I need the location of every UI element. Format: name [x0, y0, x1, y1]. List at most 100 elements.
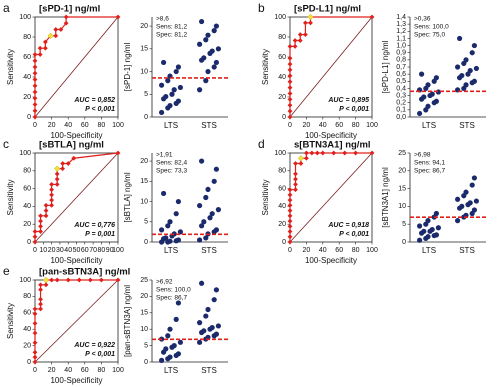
data-point: [211, 297, 217, 303]
data-point: [163, 93, 169, 100]
roc-point: [32, 102, 38, 107]
y-tick-label: 60: [278, 54, 286, 61]
panel-letter: a: [3, 1, 10, 15]
x-tick-label: STS: [201, 246, 217, 255]
data-point: [425, 218, 431, 224]
y-tick-label: 1,3: [396, 21, 406, 28]
cutoff-point: [54, 165, 61, 172]
stats-text: AUC = 0,895: [327, 97, 369, 104]
y-axis-label: [sBTLA] ng/ml: [123, 172, 132, 222]
x-tick-label: 60: [81, 247, 89, 254]
data-point: [433, 98, 439, 104]
data-point: [159, 82, 165, 88]
data-point: [417, 237, 423, 243]
reference-diagonal: [34, 16, 119, 118]
x-axis-label: 100-Specificity: [305, 256, 357, 265]
data-point: [159, 227, 165, 233]
roc-point: [320, 150, 326, 156]
roc-point: [302, 20, 308, 26]
y-tick-label: 0: [282, 239, 286, 246]
roc-point: [32, 359, 38, 365]
y-tick-label: 100: [19, 277, 31, 284]
data-point: [455, 196, 461, 202]
data-point: [205, 32, 211, 38]
roc-point: [38, 306, 44, 312]
y-tick-label: 10: [140, 326, 148, 333]
data-point: [161, 59, 167, 66]
stats-text: Spec: 81,2: [156, 32, 187, 39]
roc-point: [32, 229, 38, 234]
cutoff-label: >6,98: [414, 152, 431, 159]
data-point: [199, 223, 205, 229]
roc-point: [38, 229, 44, 234]
roc-point: [63, 14, 69, 20]
data-point: [417, 223, 423, 229]
data-point: [197, 202, 203, 209]
roc-point: [32, 114, 38, 120]
data-point: [165, 78, 171, 84]
roc-point: [297, 32, 303, 38]
roc-point: [115, 277, 121, 283]
data-point: [213, 287, 219, 293]
y-axis-label: [sPD-1] ng/ml: [123, 43, 132, 92]
roc-point: [54, 181, 60, 187]
y-axis-label: Sensitivity: [6, 179, 15, 215]
data-point: [167, 219, 173, 225]
x-tick-label: STS: [201, 121, 217, 130]
roc-point: [38, 213, 44, 219]
y-tick-label: 0,4: [396, 85, 406, 92]
roc-point: [287, 197, 293, 203]
roc-point: [287, 79, 293, 85]
roc-point: [115, 150, 121, 156]
data-point: [171, 231, 177, 237]
stats-text: P < 0,001: [339, 231, 369, 238]
roc-point: [287, 187, 293, 193]
x-tick-label: 100: [366, 247, 378, 254]
x-tick-label: 100: [366, 122, 378, 129]
roc-point: [287, 229, 293, 234]
data-point: [425, 234, 431, 240]
data-point: [175, 64, 181, 70]
roc-point: [287, 239, 293, 245]
x-tick-label: 60: [81, 367, 89, 374]
cutoff-point: [307, 13, 314, 21]
roc-point: [37, 45, 43, 51]
roc-point: [49, 277, 55, 283]
y-tick-label: 0,7: [396, 64, 406, 71]
roc-point: [32, 306, 38, 312]
roc-point: [287, 223, 293, 229]
y-tick-label: 20: [23, 221, 31, 228]
y-tick-label: 10: [140, 198, 148, 205]
stats-text: Spec: 75,0: [414, 32, 445, 39]
roc-point: [308, 20, 313, 26]
x-tick-label: 0: [33, 247, 37, 254]
y-tick-label: 100: [274, 150, 286, 157]
stats-text: Spec: 86,7: [414, 168, 445, 175]
x-tick-label: 100: [112, 247, 124, 254]
y-tick-label: 60: [23, 185, 31, 192]
y-tick-label: 40: [23, 326, 31, 333]
stats-text: P = 0,001: [85, 231, 115, 238]
stats-box: [334, 94, 370, 114]
data-point: [471, 78, 477, 84]
roc-point: [32, 95, 38, 101]
stats-text: Sens: 82,4: [156, 160, 187, 167]
data-point: [211, 178, 217, 184]
data-point: [215, 323, 221, 329]
data-point: [209, 48, 215, 54]
data-point: [167, 103, 173, 109]
data-point: [173, 68, 179, 75]
stats-text: Sens: 81,2: [156, 24, 187, 31]
roc-point: [287, 91, 293, 96]
reference-diagonal: [289, 16, 373, 118]
x-tick-label: 60: [81, 122, 89, 129]
roc-point: [287, 218, 293, 224]
reference-diagonal: [34, 152, 119, 243]
roc-point: [32, 70, 38, 76]
roc-point: [331, 150, 337, 156]
data-point: [211, 64, 217, 70]
y-tick-label: 80: [278, 168, 286, 175]
data-point: [205, 186, 211, 193]
chart-title: [sPD-1] ng/ml: [39, 4, 100, 15]
roc-point: [369, 14, 375, 20]
